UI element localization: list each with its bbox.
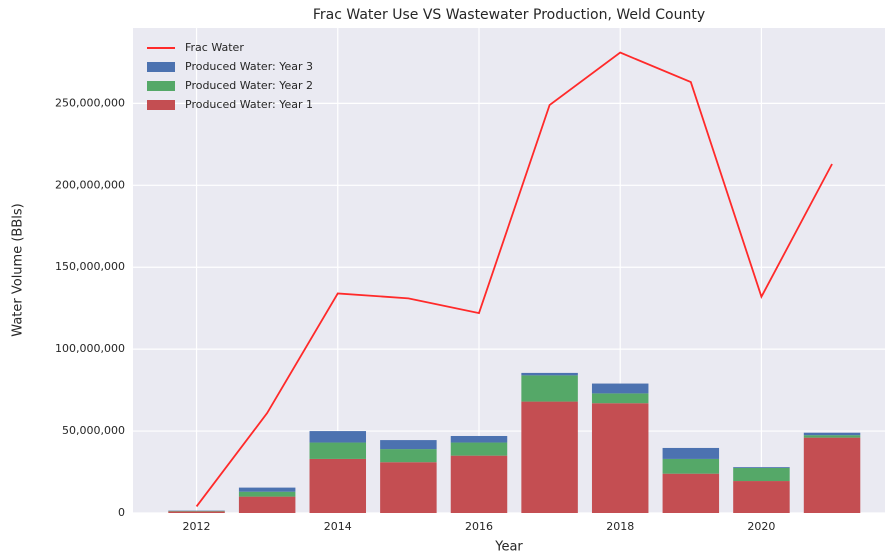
legend-label: Frac Water bbox=[185, 41, 244, 54]
y-tick-label: 250,000,000 bbox=[55, 96, 125, 109]
bar bbox=[662, 473, 720, 513]
bar bbox=[733, 481, 790, 513]
legend-swatch bbox=[147, 62, 175, 72]
bar bbox=[521, 401, 578, 513]
bar bbox=[733, 467, 790, 468]
bar bbox=[591, 393, 649, 404]
bar bbox=[309, 442, 367, 459]
bar bbox=[238, 487, 296, 492]
legend-label: Produced Water: Year 2 bbox=[185, 79, 313, 92]
bar bbox=[591, 403, 649, 513]
bar bbox=[238, 496, 296, 513]
bar bbox=[591, 383, 649, 394]
bar bbox=[380, 440, 437, 450]
bar bbox=[309, 431, 367, 443]
bar bbox=[733, 467, 790, 482]
bar bbox=[380, 462, 437, 513]
legend-label: Produced Water: Year 1 bbox=[185, 98, 313, 111]
bar bbox=[168, 511, 225, 513]
y-tick-label: 0 bbox=[118, 506, 125, 519]
y-axis-label: Water Volume (BBls) bbox=[11, 203, 26, 336]
bar bbox=[803, 432, 861, 436]
y-tick-label: 200,000,000 bbox=[55, 178, 125, 191]
y-tick-label: 50,000,000 bbox=[62, 424, 125, 437]
bar bbox=[450, 455, 508, 513]
x-tick-label: 2016 bbox=[465, 520, 493, 533]
x-tick-label: 2014 bbox=[324, 520, 352, 533]
bar bbox=[450, 435, 508, 443]
y-tick-label: 150,000,000 bbox=[55, 260, 125, 273]
line bbox=[195, 51, 833, 507]
y-tick-label: 100,000,000 bbox=[55, 342, 125, 355]
bar bbox=[803, 435, 861, 438]
legend-swatch bbox=[147, 100, 175, 110]
bar bbox=[662, 447, 720, 459]
legend-swatch bbox=[147, 81, 175, 91]
bar bbox=[521, 372, 578, 376]
x-tick-label: 2018 bbox=[606, 520, 634, 533]
bar bbox=[521, 375, 578, 402]
bar bbox=[309, 458, 367, 513]
bar bbox=[450, 442, 508, 456]
x-tick-label: 2020 bbox=[747, 520, 775, 533]
chart-title: Frac Water Use VS Wastewater Production,… bbox=[313, 7, 705, 23]
bar bbox=[803, 437, 861, 513]
x-axis-label: Year bbox=[494, 540, 523, 555]
bar bbox=[380, 449, 437, 463]
bar bbox=[662, 458, 720, 474]
plot-area bbox=[133, 28, 885, 513]
legend-label: Produced Water: Year 3 bbox=[185, 60, 313, 73]
x-tick-label: 2012 bbox=[183, 520, 211, 533]
bar bbox=[238, 491, 296, 497]
